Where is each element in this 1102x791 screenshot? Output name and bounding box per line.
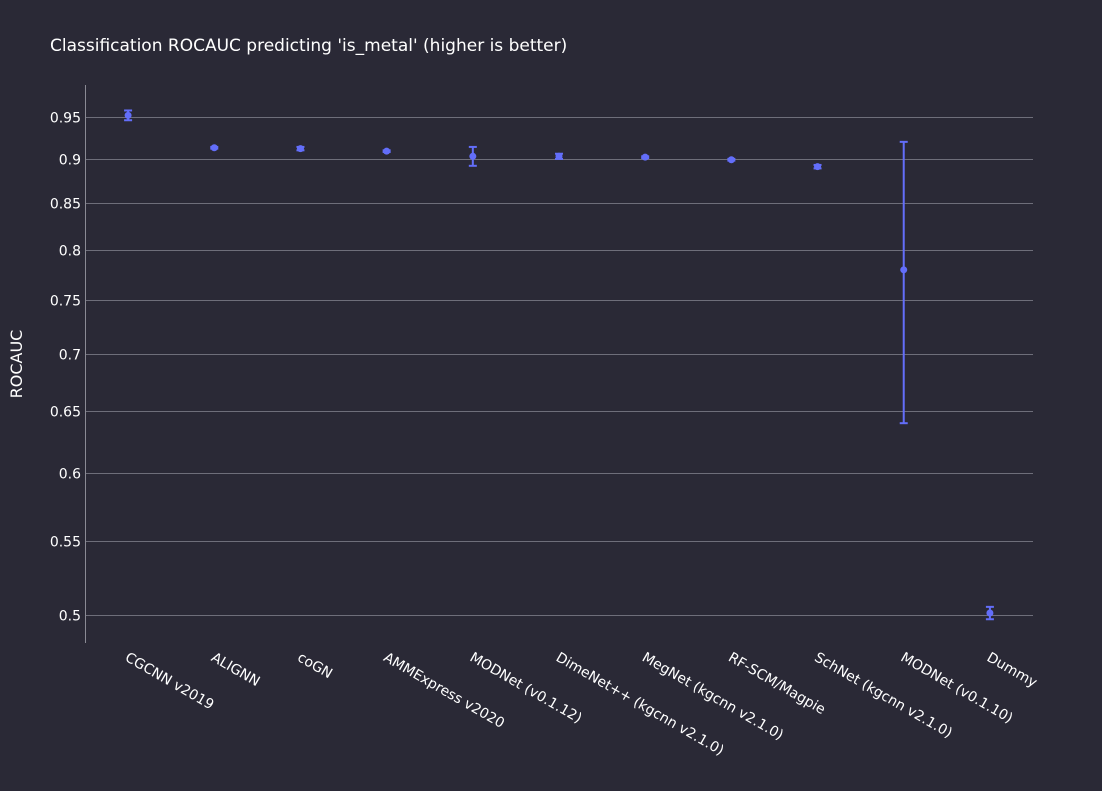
y-tick-label: 0.85 xyxy=(50,197,81,213)
data-point xyxy=(727,156,735,164)
data-point xyxy=(986,609,994,617)
y-tick-label: 0.95 xyxy=(50,111,81,127)
data-point xyxy=(814,163,822,171)
chart-title: Classification ROCAUC predicting 'is_met… xyxy=(50,36,567,56)
y-tick-label: 0.55 xyxy=(50,535,81,551)
data-point xyxy=(641,153,649,161)
data-point xyxy=(900,266,908,274)
data-point xyxy=(555,152,563,160)
y-tick-labels: 0.5 0.55 0.6 0.65 0.7 0.75 0.8 0.85 0.9 0.95 xyxy=(50,111,81,625)
y-axis-label: ROCAUC xyxy=(7,330,26,399)
y-tick-label: 0.5 xyxy=(59,609,81,625)
y-tick-label: 0.7 xyxy=(59,348,81,364)
data-point xyxy=(469,152,477,160)
y-tick-label: 0.8 xyxy=(59,244,81,260)
y-tick-label: 0.75 xyxy=(50,294,81,310)
y-tick-label: 0.9 xyxy=(59,153,81,169)
error-bar xyxy=(899,140,908,425)
data-point xyxy=(383,147,391,155)
y-tick-label: 0.6 xyxy=(59,467,81,483)
grid-lines xyxy=(85,117,1033,616)
data-points xyxy=(124,111,994,617)
data-point xyxy=(124,111,132,119)
data-point xyxy=(296,145,304,153)
data-point xyxy=(210,144,218,152)
y-tick-label: 0.65 xyxy=(50,405,81,421)
